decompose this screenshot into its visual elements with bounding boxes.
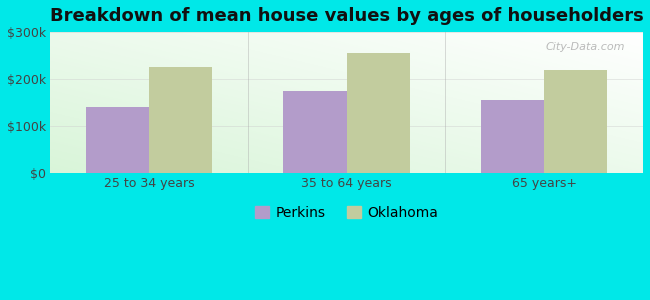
Bar <box>86 107 149 173</box>
Bar <box>481 100 544 173</box>
Bar <box>283 91 346 173</box>
Bar <box>346 53 410 173</box>
Bar <box>149 67 213 173</box>
Legend: Perkins, Oklahoma: Perkins, Oklahoma <box>250 200 444 225</box>
Title: Breakdown of mean house values by ages of householders: Breakdown of mean house values by ages o… <box>50 7 644 25</box>
Bar <box>544 70 608 173</box>
Text: City-Data.com: City-Data.com <box>546 42 625 52</box>
